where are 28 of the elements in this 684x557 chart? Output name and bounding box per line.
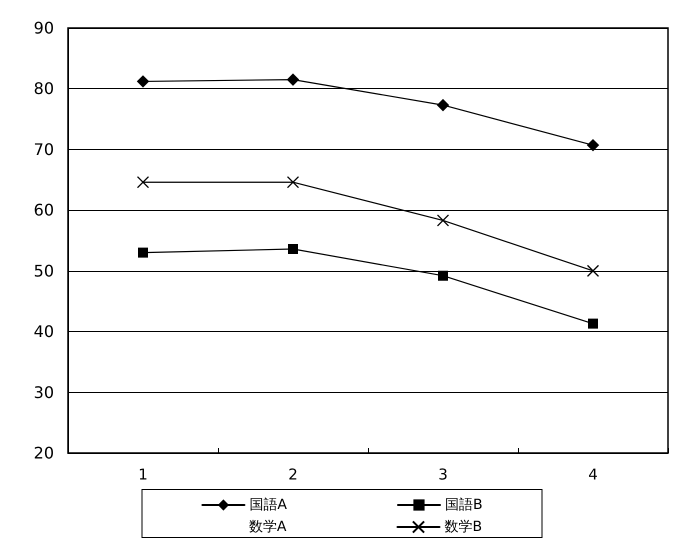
legend-label: 国語A [249,497,288,513]
point [136,176,150,188]
point [137,75,149,88]
y-tick-label: 50 [34,261,54,280]
x-tick-label: 4 [588,466,598,484]
point [438,270,448,281]
y-tick-label: 80 [34,79,54,98]
legend-label: 国語B [444,497,483,513]
y-tick-label: 20 [34,444,54,462]
y-tick-label: 30 [34,382,54,402]
y-tick-label: 90 [34,18,54,38]
y-tick-label: 60 [34,200,54,220]
x-tick-label: 3 [438,466,448,484]
y-tick-label: 40 [34,322,54,342]
point [286,176,300,188]
point [436,214,450,227]
point [287,74,299,86]
point [138,248,148,258]
legend-label: 数学A [248,519,287,535]
point [437,99,449,112]
y-tick-label: 70 [34,140,54,159]
point [588,318,598,329]
point [288,244,298,254]
point [587,139,599,152]
point [586,264,600,278]
x-tick-label: 2 [288,466,298,484]
legend-label: 数学B [444,519,482,535]
x-tick-label: 1 [138,466,148,484]
